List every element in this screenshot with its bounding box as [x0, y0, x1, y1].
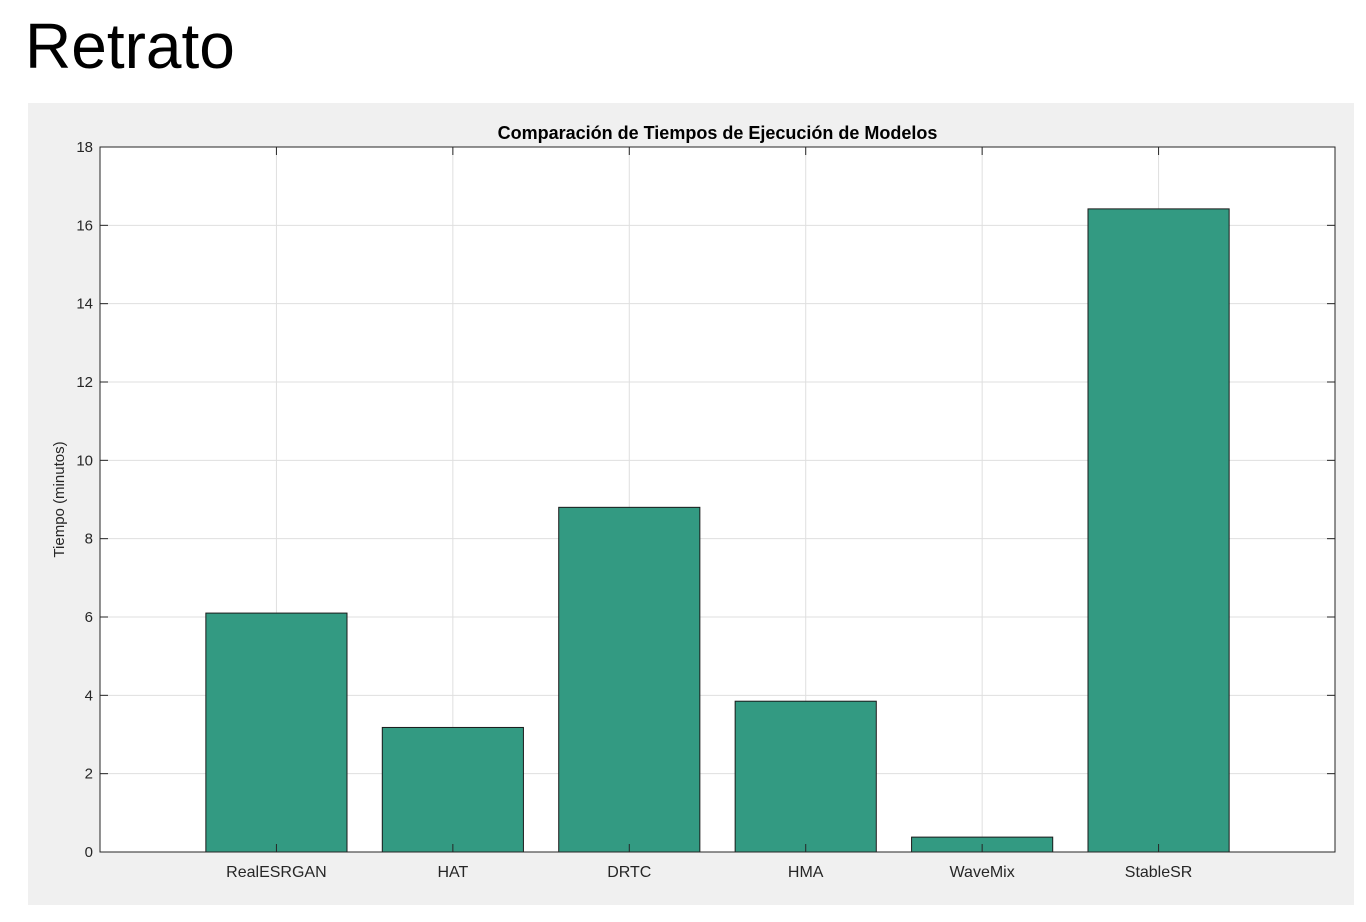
bars-layer	[205, 208, 1230, 853]
bar	[205, 612, 348, 853]
y-axis-label: Tiempo (minutos)	[51, 441, 68, 557]
y-tick-label: 8	[85, 531, 93, 548]
y-tick-label: 12	[76, 374, 93, 391]
figure-panel: 0 2 4 6 8 10 12 14 16 18 RealESRGAN HAT DRTC HMA WaveM…	[28, 103, 1354, 905]
slide-title: Retrato	[25, 10, 235, 82]
chart-title: Comparación de Tiempos de Ejecución de M…	[498, 123, 938, 143]
x-tick-label: DRTC	[607, 864, 651, 881]
labels-layer: 0 2 4 6 8 10 12 14 16 18 RealESRGAN HAT DRTC HMA WaveM…	[76, 139, 1192, 881]
axes-box	[99, 146, 1336, 853]
y-tick-label: 2	[85, 766, 93, 783]
y-tick-label: 18	[76, 139, 93, 156]
x-tick-label: RealESRGAN	[226, 864, 326, 881]
y-tick-label: 16	[76, 217, 93, 234]
bar	[734, 700, 877, 853]
bar-chart: 0 2 4 6 8 10 12 14 16 18 RealESRGAN HAT DRTC HMA WaveM…	[51, 123, 1336, 881]
bar	[1087, 208, 1230, 853]
y-tick-label: 10	[76, 452, 93, 469]
x-tick-label: StableSR	[1125, 864, 1193, 881]
y-tick-label: 14	[76, 296, 93, 313]
x-tick-label: HMA	[788, 864, 824, 881]
x-tick-label: WaveMix	[950, 864, 1015, 881]
x-tick-label: HAT	[437, 864, 468, 881]
axes-layer	[99, 146, 1336, 853]
y-tick-label: 6	[85, 609, 93, 626]
bar	[381, 726, 524, 853]
bar	[558, 506, 701, 853]
y-tick-label: 0	[85, 844, 93, 861]
y-tick-label: 4	[85, 687, 93, 704]
